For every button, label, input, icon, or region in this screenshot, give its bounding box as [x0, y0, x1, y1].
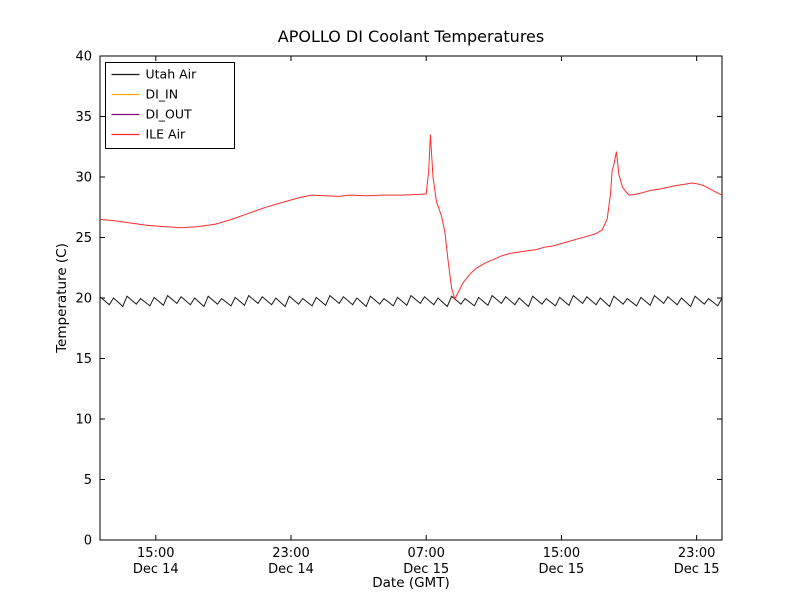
legend-label-3: ILE Air	[146, 127, 187, 142]
legend-label-0: Utah Air	[146, 67, 198, 82]
x-tick-label-time: 23:00	[272, 546, 309, 561]
legend-label-2: DI_OUT	[146, 107, 193, 122]
x-tick-label-date: Dec 15	[403, 562, 449, 577]
x-axis-label: Date (GMT)	[372, 575, 449, 591]
x-tick-label-time: 23:00	[678, 546, 715, 561]
x-tick-label-time: 07:00	[407, 546, 444, 561]
chart-title: APOLLO DI Coolant Temperatures	[278, 27, 544, 46]
y-tick-label: 15	[75, 352, 92, 367]
y-axis-label: Temperature (C)	[54, 243, 70, 354]
x-tick-label-time: 15:00	[137, 546, 174, 561]
x-tick-label-date: Dec 15	[539, 562, 585, 577]
y-tick-label: 5	[84, 473, 92, 488]
x-tick-label-date: Dec 15	[674, 562, 720, 577]
x-tick-label-time: 15:00	[543, 546, 580, 561]
y-tick-label: 40	[75, 50, 92, 65]
y-tick-label: 25	[75, 231, 92, 246]
legend-label-1: DI_IN	[146, 87, 179, 102]
x-tick-label-date: Dec 14	[133, 562, 179, 577]
y-tick-label: 20	[75, 292, 92, 307]
series-line-utah-air	[99, 294, 723, 308]
y-tick-label: 30	[75, 171, 92, 186]
series-line-ile-air	[99, 134, 723, 301]
y-tick-label: 0	[84, 534, 92, 549]
y-tick-label: 35	[75, 110, 92, 125]
y-tick-label: 10	[75, 413, 92, 428]
x-tick-label-date: Dec 14	[268, 562, 314, 577]
